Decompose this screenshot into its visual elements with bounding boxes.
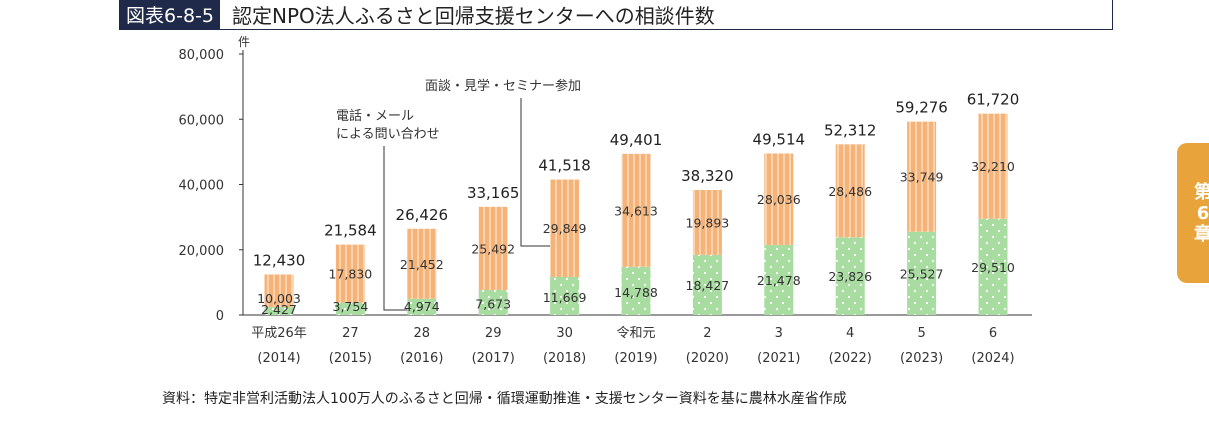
bar-segment-bottom [621,266,651,315]
bar-total-label: 59,276 [895,99,948,117]
bar-segment-top [264,274,294,308]
chapter-tab-char: 6 [1196,202,1209,224]
bar-segment-top [764,153,794,245]
bottom-segment-label: 21,478 [757,273,801,288]
bar-segment-bottom [407,298,437,315]
bottom-segment-label: 2,427 [261,302,297,317]
annotation-phone-line2: による問い合わせ [336,127,440,142]
bar-segment-top [692,189,722,255]
bottom-segment-label: 18,427 [686,278,730,293]
x-category-label: 6 [989,326,997,341]
bar-total-label: 38,320 [681,167,734,185]
bar-total-label: 12,430 [253,251,306,269]
bar-segment-top [835,144,865,238]
y-tick-label: 20,000 [179,244,225,259]
bar-total-label: 52,312 [824,121,877,139]
bottom-segment-label: 11,669 [543,290,587,305]
top-segment-label: 17,830 [329,267,373,282]
bar-segment-top [907,121,937,232]
bottom-segment-label: 14,788 [614,285,658,300]
x-year-label: (2020) [686,351,729,366]
bar-segment-bottom [335,302,365,315]
chapter-tab-char: 章 [1194,223,1209,245]
top-segment-label: 19,893 [686,215,730,230]
x-year-label: (2023) [900,351,943,366]
bottom-segment-label: 3,754 [333,299,369,314]
top-segment-label: 28,486 [828,184,872,199]
bar-segment-top [407,228,437,299]
top-segment-label: 21,452 [400,257,444,272]
bottom-segment-label: 7,673 [475,296,511,311]
x-year-label: (2017) [472,351,515,366]
x-year-label: (2024) [971,351,1014,366]
bar-total-label: 33,165 [467,184,520,202]
annotation-phone-leader [383,146,408,311]
x-year-label: (2015) [329,351,372,366]
top-segment-label: 28,036 [757,192,801,207]
top-segment-label: 25,492 [471,241,515,256]
x-category-label: 27 [342,326,359,341]
top-segment-label: 32,210 [971,159,1015,174]
x-category-label: 29 [485,326,502,341]
bottom-segment-label: 4,974 [404,299,440,314]
bar-segment-bottom [764,244,794,315]
annotation-phone-line1: 電話・メール [336,108,414,124]
y-axis-unit: 件 [238,35,250,49]
bar-segment-bottom [478,289,508,315]
y-tick-label: 0 [216,309,224,324]
x-category-label: 令和元 [616,326,655,341]
x-year-label: (2022) [829,351,872,366]
bar-total-label: 26,426 [396,206,449,224]
bottom-segment-label: 23,826 [828,269,872,284]
x-year-label: (2021) [757,351,800,366]
bar-segment-top [550,179,580,277]
top-segment-label: 34,613 [614,203,658,218]
bar-segment-top [335,244,365,303]
x-category-label: 4 [846,326,854,341]
bar-segment-top [478,206,508,290]
x-year-label: (2016) [400,351,443,366]
bottom-segment-label: 25,527 [900,266,944,281]
x-category-label: 平成26年 [251,326,307,341]
x-year-label: (2018) [543,351,586,366]
bar-segment-bottom [978,218,1008,315]
x-category-label: 5 [917,326,925,341]
y-tick-label: 80,000 [179,48,225,63]
x-category-label: 3 [775,326,783,341]
bar-segment-bottom [550,276,580,315]
x-category-label: 2 [703,326,711,341]
figure-title: 認定NPO法人ふるさと回帰支援センターへの相談件数 [231,4,715,28]
x-category-label: 30 [556,326,573,341]
bar-total-label: 61,720 [967,91,1020,109]
chapter-side-tab: 第 6 章 [1177,143,1209,283]
bar-segment-bottom [907,231,937,315]
bar-total-label: 41,518 [538,157,591,175]
bottom-segment-label: 29,510 [971,260,1015,275]
y-tick-label: 40,000 [179,179,225,194]
bar-segment-top [621,153,651,267]
annotation-interview-leader [520,98,551,247]
figure-number-label: 図表6-8-5 [120,0,220,29]
top-segment-label: 10,003 [257,291,301,306]
bar-segment-bottom [835,237,865,315]
y-tick-label: 60,000 [179,113,225,128]
bar-segment-bottom [264,307,294,315]
bar-total-label: 21,584 [324,222,377,240]
x-year-label: (2014) [257,351,300,366]
bar-total-label: 49,401 [610,131,663,149]
bar-segment-bottom [692,254,722,315]
top-segment-label: 33,749 [900,170,944,185]
figure-title-bar: 図表6-8-5 認定NPO法人ふるさと回帰支援センターへの相談件数 [119,0,1113,30]
x-year-label: (2019) [614,351,657,366]
source-note: 資料：特定非営利活動法人100万人のふるさと回帰・循環運動推進・支援センター資料… [162,391,847,407]
annotation-interview: 面談・見学・セミナー参加 [425,78,581,94]
x-category-label: 28 [414,326,431,341]
top-segment-label: 29,849 [543,221,587,236]
bar-segment-top [978,113,1008,219]
chapter-tab-char: 第 [1194,181,1209,203]
bar-total-label: 49,514 [753,130,806,148]
